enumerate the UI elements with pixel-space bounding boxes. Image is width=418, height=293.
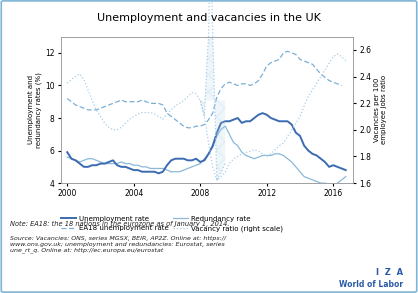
Text: Unemployment and vacancies in the UK: Unemployment and vacancies in the UK — [97, 13, 321, 23]
Text: Source: Vacancies: ONS, series MGSX, BEIR, AP2Z. Online at: https://
www.ons.gov: Source: Vacancies: ONS, series MGSX, BEI… — [10, 236, 227, 253]
Text: I  Z  A: I Z A — [376, 268, 403, 277]
Y-axis label: Vacancies per 100
employee jobs ratio: Vacancies per 100 employee jobs ratio — [374, 75, 387, 144]
Legend: Unemployment rate, EA18 unemployment rate, Redundancy rate, Vacancy ratio (right: Unemployment rate, EA18 unemployment rat… — [61, 216, 283, 232]
Text: Note: EA18: the 18 nations in the eurozone as of January 1, 2014.: Note: EA18: the 18 nations in the eurozo… — [10, 221, 230, 227]
Text: World of Labor: World of Labor — [339, 280, 403, 289]
Y-axis label: Unemployment and
redundancy rates (%): Unemployment and redundancy rates (%) — [28, 72, 42, 148]
